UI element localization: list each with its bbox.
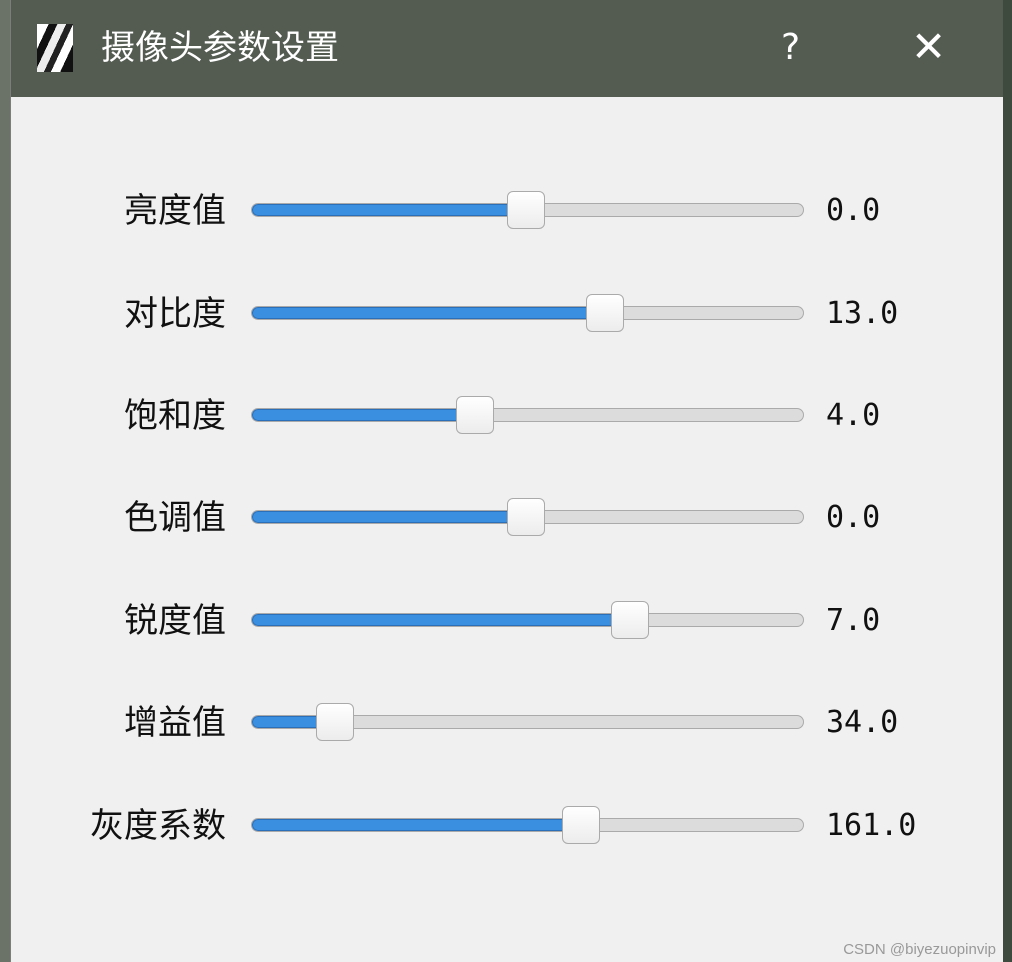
slider-fill — [252, 307, 605, 319]
slider-value: 0.0 — [826, 193, 881, 228]
window-title: 摄像头参数设置 — [101, 28, 339, 68]
slider-value: 161.0 — [826, 808, 917, 843]
slider-track[interactable] — [251, 818, 804, 832]
slider-thumb[interactable] — [506, 498, 545, 536]
slider-fill — [252, 511, 526, 523]
slider-fill — [252, 204, 526, 216]
app-icon — [37, 24, 73, 72]
slider-track[interactable] — [251, 306, 804, 320]
close-button[interactable]: ✕ — [911, 22, 947, 71]
slider-thumb[interactable] — [610, 601, 649, 639]
slider-label: 锐度值 — [124, 601, 226, 641]
slider-row: 锐度值 7.0 — [11, 596, 1004, 646]
slider-value: 7.0 — [826, 603, 881, 638]
slider-label: 饱和度 — [124, 396, 226, 436]
slider-row: 对比度 13.0 — [11, 289, 1004, 339]
slider-fill — [252, 409, 476, 421]
slider-value: 13.0 — [826, 296, 899, 331]
watermark: CSDN @biyezuopinvip — [843, 941, 996, 958]
slider-label: 亮度值 — [124, 191, 226, 231]
slider-label: 色调值 — [124, 498, 226, 538]
slider-row: 亮度值 0.0 — [11, 186, 1004, 236]
slider-row: 饱和度 4.0 — [11, 391, 1004, 441]
slider-value: 4.0 — [826, 398, 881, 433]
slider-value: 34.0 — [826, 705, 899, 740]
slider-label: 对比度 — [124, 294, 226, 334]
help-button[interactable]: ? — [781, 27, 801, 68]
title-bar[interactable]: 摄像头参数设置 ? ✕ — [11, 0, 1004, 97]
slider-fill — [252, 819, 581, 831]
slider-value: 0.0 — [826, 500, 881, 535]
slider-track[interactable] — [251, 408, 804, 422]
slider-row: 色调值 0.0 — [11, 493, 1004, 543]
slider-thumb[interactable] — [562, 806, 601, 844]
slider-thumb[interactable] — [506, 191, 545, 229]
slider-track[interactable] — [251, 613, 804, 627]
slider-thumb[interactable] — [316, 703, 355, 741]
background-window-edge — [1003, 0, 1012, 962]
slider-track[interactable] — [251, 715, 804, 729]
slider-thumb[interactable] — [455, 396, 494, 434]
slider-fill — [252, 614, 630, 626]
camera-settings-dialog: 摄像头参数设置 ? ✕ 亮度值 0.0 对比度 13.0 饱和度 4.0 色调值 0.… — [10, 0, 1004, 962]
slider-row: 增益值 34.0 — [11, 698, 1004, 748]
slider-label: 灰度系数 — [90, 806, 226, 846]
slider-row: 灰度系数 161.0 — [11, 801, 1004, 851]
slider-label: 增益值 — [124, 703, 226, 743]
slider-thumb[interactable] — [585, 294, 624, 332]
